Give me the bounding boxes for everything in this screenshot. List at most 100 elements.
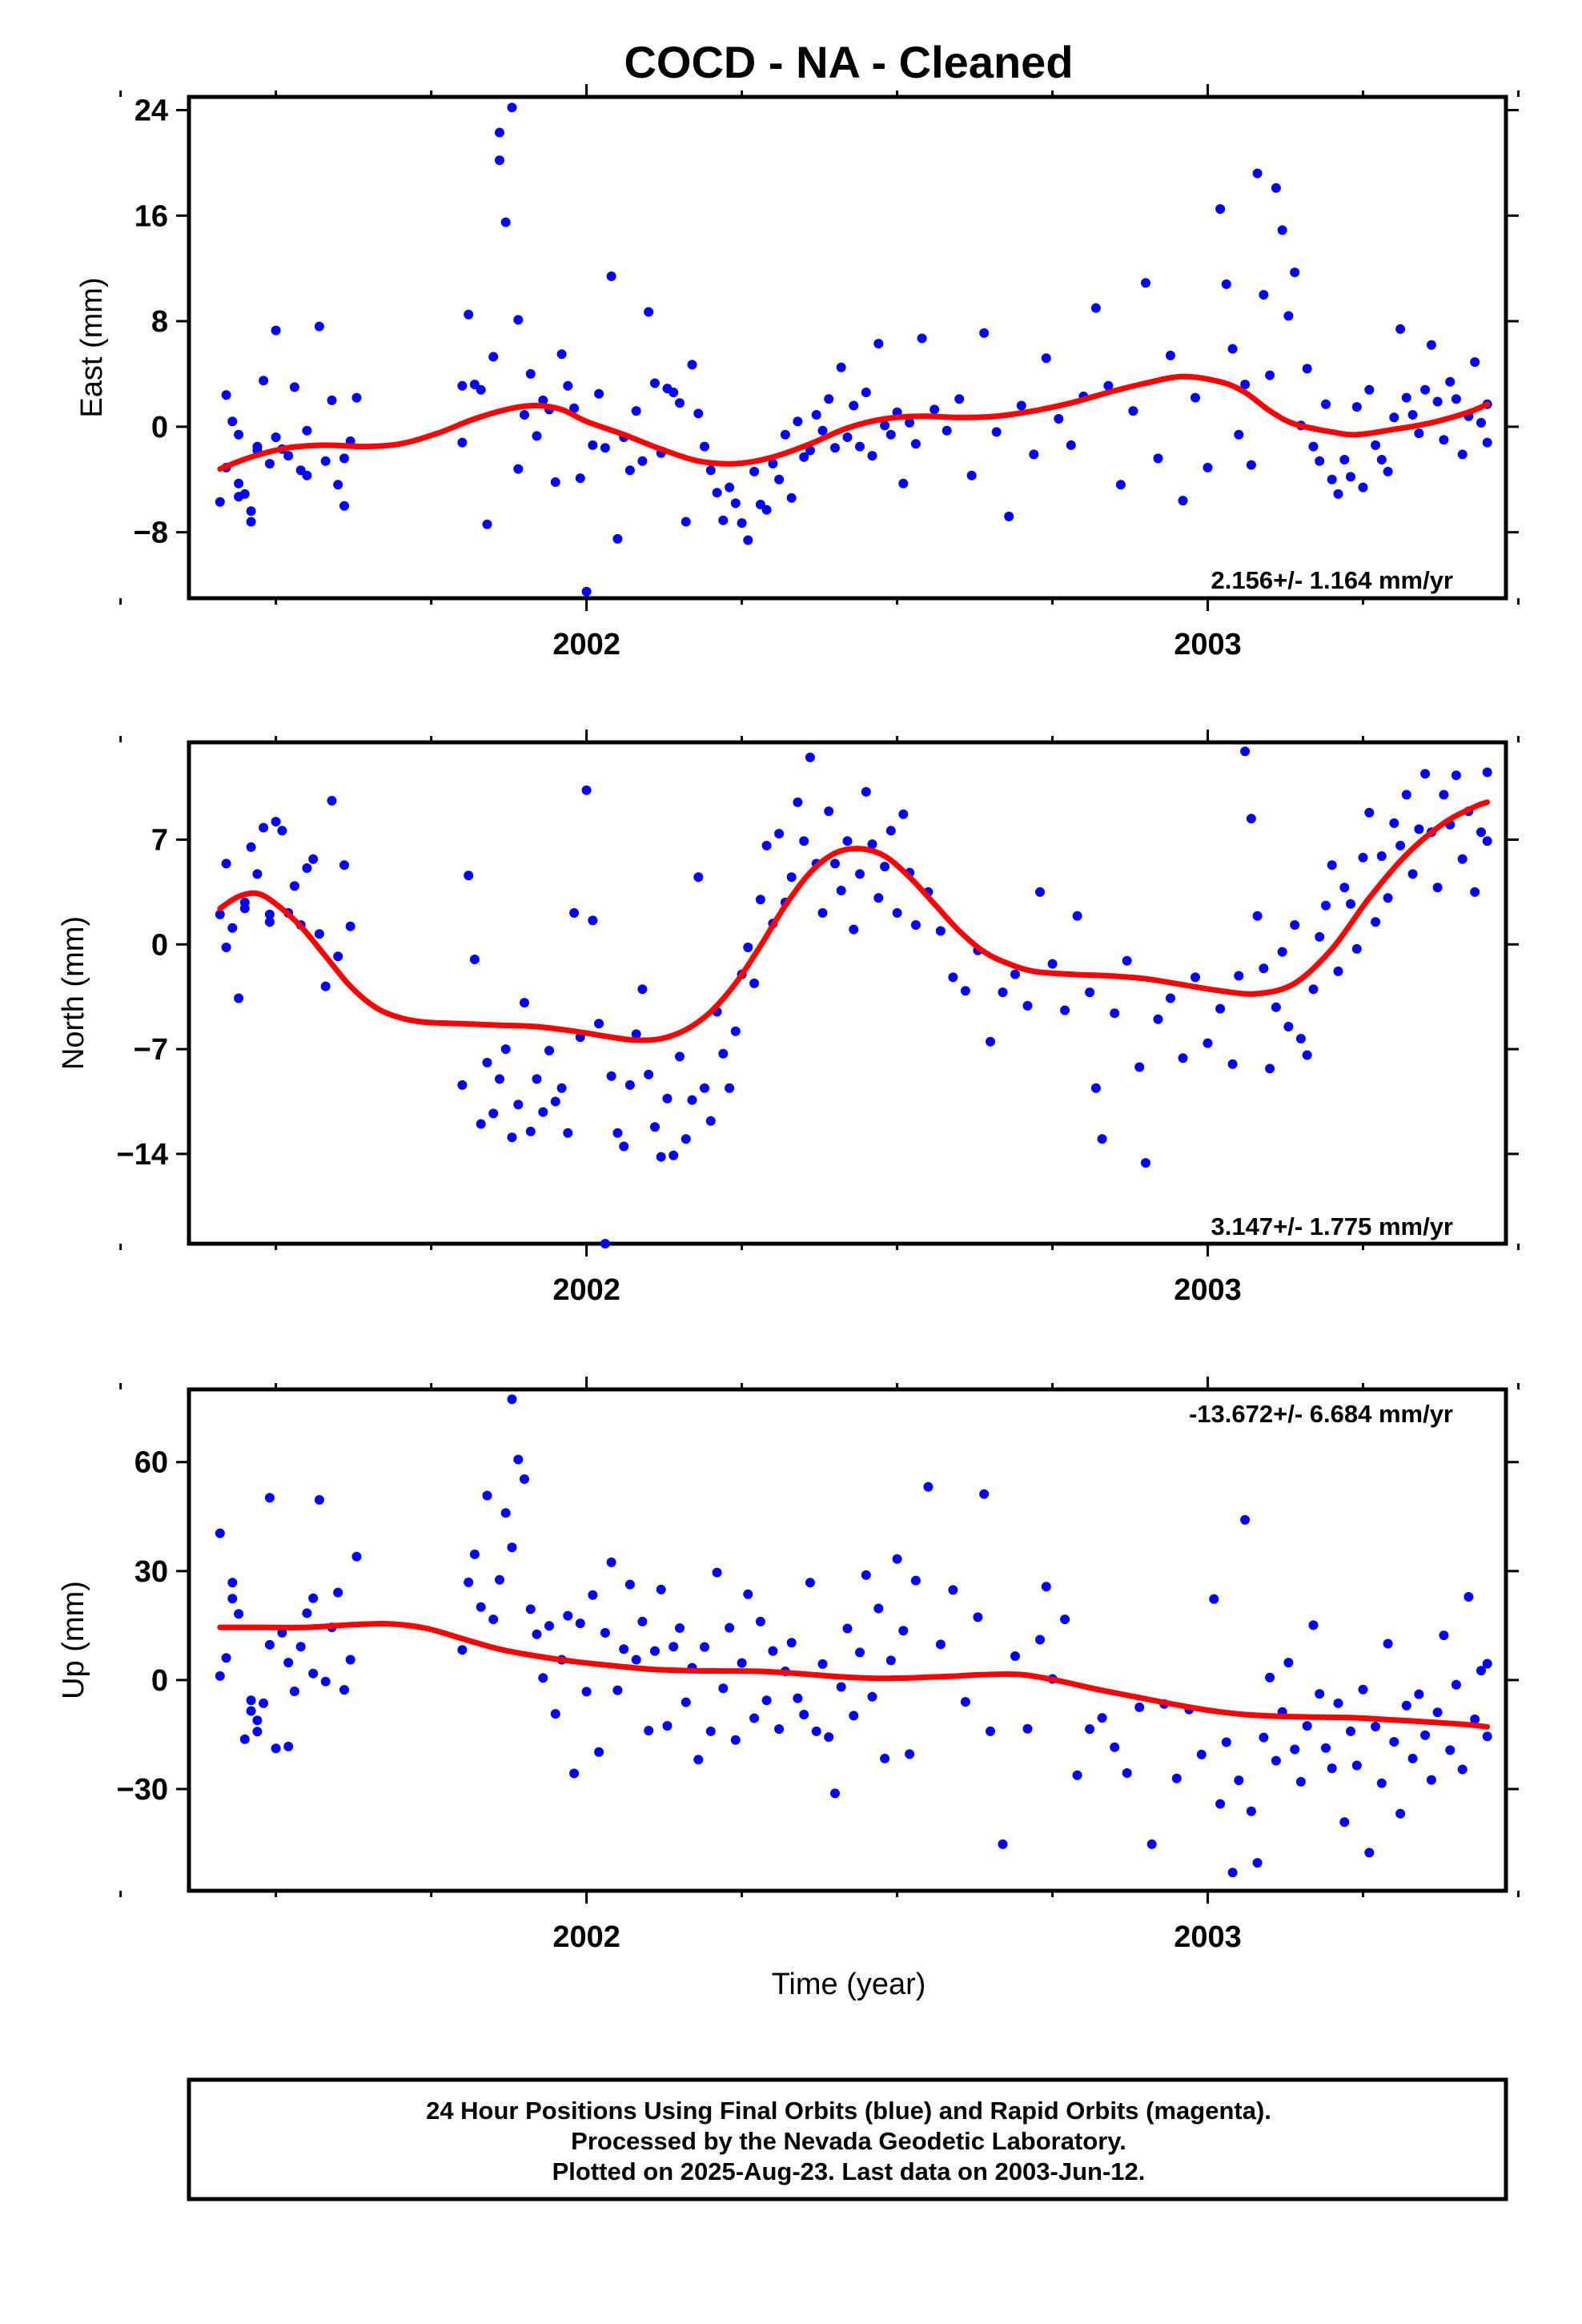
east-data-point xyxy=(730,498,741,509)
north-data-point xyxy=(998,987,1008,998)
up-data-point xyxy=(892,1554,902,1564)
up-data-point xyxy=(1339,1817,1350,1827)
up-data-point xyxy=(1439,1630,1449,1641)
north-data-point xyxy=(631,1029,641,1039)
north-x-tick-label: 2003 xyxy=(1174,1273,1242,1307)
up-data-point xyxy=(215,1528,225,1538)
east-data-point xyxy=(252,441,263,452)
east-data-point xyxy=(1054,414,1064,424)
up-data-point xyxy=(333,1587,343,1598)
north-data-point xyxy=(1085,987,1095,998)
up-data-point xyxy=(644,1726,654,1735)
north-data-point xyxy=(842,836,853,846)
north-data-point xyxy=(1482,836,1492,846)
east-data-point xyxy=(712,488,722,498)
east-data-point xyxy=(339,501,349,511)
up-data-point xyxy=(960,1697,970,1707)
north-data-point xyxy=(1215,1003,1226,1014)
north-data-point xyxy=(538,1107,548,1117)
east-points xyxy=(215,103,1492,597)
east-data-point xyxy=(246,506,256,517)
panel-east: 24 16 8 0 −8 2002 2003 East (mm) 2.156+/- 1.16… xyxy=(75,84,1520,661)
north-data-point xyxy=(1153,1014,1163,1024)
north-data-point xyxy=(500,1044,511,1055)
east-data-point xyxy=(1004,511,1014,521)
east-data-point xyxy=(1451,394,1461,404)
up-data-point xyxy=(246,1706,256,1716)
up-data-point xyxy=(998,1839,1008,1849)
up-data-point xyxy=(836,1682,846,1692)
north-data-point xyxy=(687,1095,697,1105)
up-data-point xyxy=(1295,1776,1306,1787)
east-data-point xyxy=(1482,437,1492,448)
east-data-point xyxy=(1476,417,1486,428)
north-data-point xyxy=(1097,1134,1107,1144)
up-data-point xyxy=(1476,1666,1486,1676)
up-data-point xyxy=(320,1676,331,1687)
up-data-point xyxy=(656,1584,666,1594)
north-data-point xyxy=(513,1100,524,1110)
east-data-point xyxy=(320,456,331,466)
north-data-point xyxy=(544,1045,554,1055)
north-data-point xyxy=(476,1119,486,1129)
north-data-point xyxy=(669,1150,679,1160)
up-data-point xyxy=(1464,1592,1474,1602)
east-data-point xyxy=(550,477,560,487)
north-data-point xyxy=(259,822,269,833)
up-data-point xyxy=(1445,1745,1456,1755)
north-data-point xyxy=(464,870,474,881)
east-data-point xyxy=(556,349,567,360)
east-data-point xyxy=(1364,384,1375,395)
north-data-point xyxy=(1227,1059,1238,1069)
up-data-point xyxy=(761,1695,772,1706)
north-data-point xyxy=(880,862,890,872)
north-data-point xyxy=(755,895,765,905)
east-data-point xyxy=(221,390,231,400)
up-data-point xyxy=(1240,1514,1251,1525)
up-data-point xyxy=(905,1749,915,1759)
east-data-point xyxy=(631,406,641,416)
footer-line-3: Plotted on 2025-Aug-23. Last data on 200… xyxy=(552,2157,1146,2185)
north-ticks: 7 0 −7 −14 2002 2003 xyxy=(117,730,1520,1307)
up-data-point xyxy=(227,1578,238,1588)
north-data-point xyxy=(507,1132,517,1143)
east-data-point xyxy=(942,425,952,436)
east-data-point xyxy=(885,429,896,440)
north-data-point xyxy=(743,943,753,952)
north-data-point xyxy=(849,924,859,935)
north-data-point xyxy=(1072,911,1082,921)
east-data-point xyxy=(805,445,815,456)
east-data-point xyxy=(768,459,778,468)
north-data-point xyxy=(1122,955,1132,966)
east-data-point xyxy=(1358,482,1368,493)
up-data-point xyxy=(830,1788,840,1799)
up-data-point xyxy=(1346,1726,1355,1736)
east-data-point xyxy=(1166,350,1175,360)
up-data-point xyxy=(1010,1651,1020,1661)
north-data-point xyxy=(693,872,704,883)
up-data-point xyxy=(624,1579,635,1590)
up-data-point xyxy=(1321,1743,1331,1753)
north-data-point xyxy=(1060,1005,1070,1015)
north-data-point xyxy=(1376,851,1387,861)
east-data-point xyxy=(1240,380,1251,390)
up-data-point xyxy=(824,1732,834,1743)
north-data-point xyxy=(1407,869,1418,879)
footer-line-1: 24 Hour Positions Using Final Orbits (bl… xyxy=(426,2097,1271,2125)
up-data-point xyxy=(507,1542,517,1553)
north-data-point xyxy=(482,1057,492,1068)
up-data-point xyxy=(308,1593,319,1603)
north-data-point xyxy=(1090,1083,1101,1093)
north-data-point xyxy=(495,1074,504,1084)
north-data-point xyxy=(867,839,877,850)
up-data-point xyxy=(339,1685,349,1695)
east-data-point xyxy=(1066,440,1076,450)
north-data-point xyxy=(1234,971,1244,981)
up-data-point xyxy=(1333,1698,1343,1708)
up-data-point xyxy=(283,1741,294,1751)
north-data-point xyxy=(799,836,809,846)
up-data-point xyxy=(637,1616,648,1626)
east-data-point xyxy=(1445,376,1456,387)
north-data-point xyxy=(644,1069,654,1080)
east-data-point xyxy=(898,478,909,489)
